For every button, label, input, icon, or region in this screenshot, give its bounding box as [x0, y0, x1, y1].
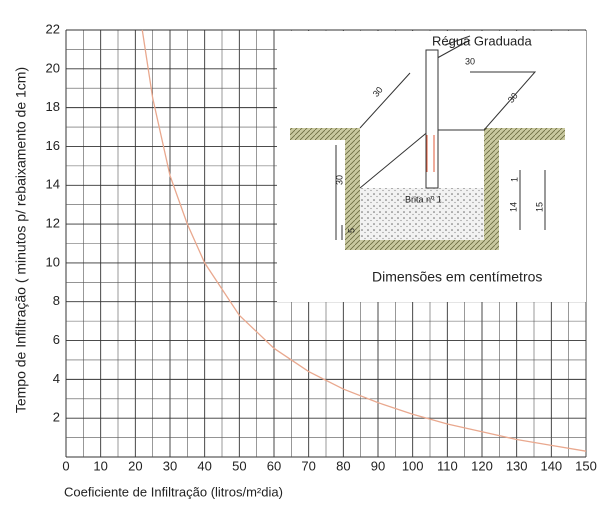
- y-tick-label: 6: [53, 332, 60, 347]
- y-axis-label: Tempo de Infiltração ( minutos p/ rebaix…: [13, 67, 29, 413]
- x-tick-label: 50: [232, 458, 246, 473]
- x-tick-label: 60: [267, 458, 281, 473]
- x-tick-label: 0: [62, 458, 69, 473]
- dim: 30: [465, 56, 475, 66]
- dim: 15: [534, 202, 544, 212]
- y-tick-label: 18: [46, 99, 60, 114]
- y-tick-label: 12: [46, 216, 60, 231]
- x-tick-label: 120: [471, 458, 493, 473]
- y-tick-label: 16: [46, 138, 60, 153]
- x-axis-label: Coeficiente de Infiltração (litros/m²dia…: [64, 484, 283, 499]
- dim: 30: [334, 175, 344, 185]
- x-tick-label: 10: [93, 458, 107, 473]
- y-tick-label: 10: [46, 254, 60, 269]
- dim: 1: [509, 177, 519, 182]
- inset-title: Régua Graduada: [432, 33, 533, 48]
- dim: 5: [346, 228, 356, 233]
- curve-layer: [141, 29, 587, 452]
- x-tick-label: 20: [128, 458, 142, 473]
- x-tick-label: 90: [371, 458, 385, 473]
- ruler: [425, 49, 439, 189]
- x-tick-label: 100: [402, 458, 424, 473]
- inset-caption: Dimensões em centímetros: [372, 269, 542, 285]
- y-tick-label: 8: [53, 293, 60, 308]
- x-tick-label: 70: [301, 458, 315, 473]
- gravel-layer: [360, 188, 484, 240]
- x-tick-label: 80: [336, 458, 350, 473]
- y-tick-label: 14: [46, 177, 60, 192]
- x-tick-label: 40: [197, 458, 211, 473]
- x-tick-label: 30: [163, 458, 177, 473]
- dim: 30: [506, 91, 520, 105]
- x-tick-label: 140: [540, 458, 562, 473]
- gravel-label: Brita nº 1: [405, 194, 442, 204]
- y-tick-label: 2: [53, 410, 60, 425]
- y-tick-label: 20: [46, 60, 60, 75]
- y-tick-label: 4: [53, 371, 60, 386]
- y-tick-label: 22: [46, 21, 60, 36]
- ruler-mark: [426, 135, 435, 172]
- dim: 30: [371, 85, 385, 99]
- dim-lines: [335, 35, 546, 240]
- x-tick-label: 130: [506, 458, 528, 473]
- inset: Régua Graduada 30 30 30 30 Brita nº 1 1 …: [277, 31, 586, 302]
- x-tick-label: 110: [437, 458, 458, 473]
- x-tick-label: 150: [575, 458, 597, 473]
- curve: [141, 29, 587, 452]
- dim: 14: [508, 202, 518, 212]
